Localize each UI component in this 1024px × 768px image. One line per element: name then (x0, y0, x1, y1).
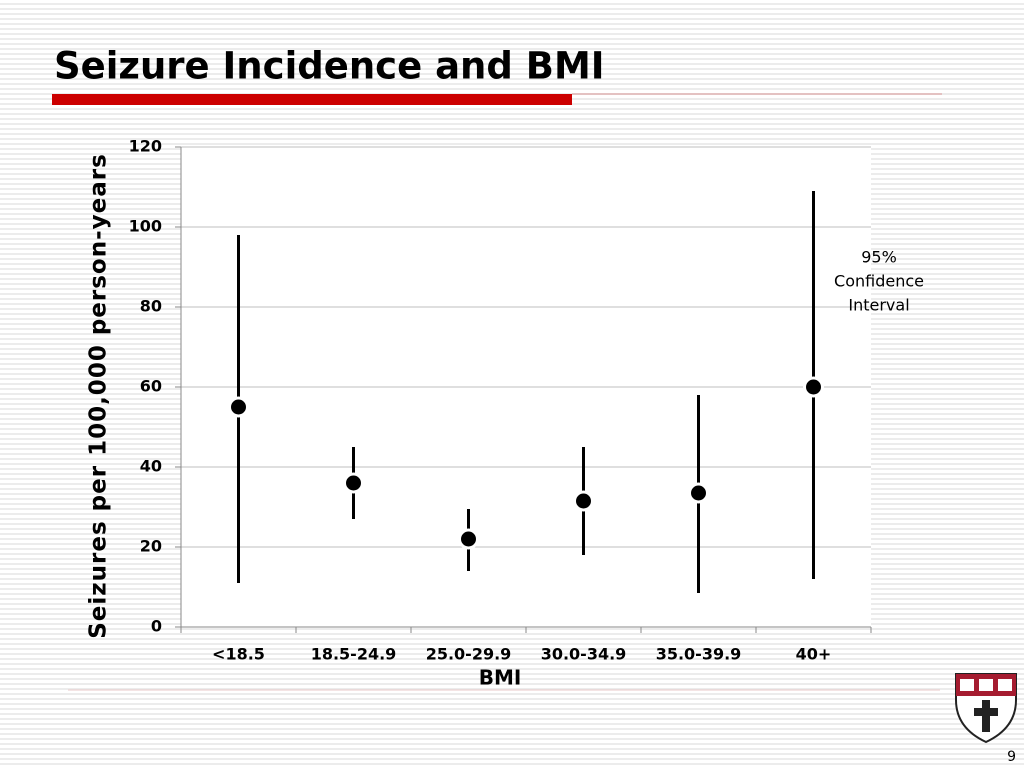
point (228, 396, 249, 418)
x-axis-label: BMI (479, 666, 522, 690)
y-tick-label: 0 (151, 617, 162, 636)
chart-title: Seizure Incidence and BMI (54, 45, 605, 88)
x-tick-label: 35.0-39.9 (656, 645, 742, 664)
y-tick-label: 120 (129, 137, 162, 156)
annotation: Confidence (834, 272, 924, 291)
y-tick-label: 40 (140, 457, 162, 476)
page-number: 9 (1007, 749, 1016, 765)
annotation: 95% (861, 248, 897, 267)
y-tick-label: 60 (140, 377, 162, 396)
x-tick-label: <18.5 (212, 645, 265, 664)
point (688, 482, 709, 504)
point (343, 472, 364, 494)
x-tick-label: 40+ (796, 645, 832, 664)
x-tick-label: 18.5-24.9 (311, 645, 397, 664)
y-tick-label: 20 (140, 537, 162, 556)
y-tick-label: 100 (129, 217, 162, 236)
point (573, 490, 594, 512)
title-underline (52, 94, 572, 105)
annotation: Interval (848, 296, 909, 315)
logo (955, 673, 1017, 744)
x-tick-label: 25.0-29.9 (426, 645, 512, 664)
x-tick-label: 30.0-34.9 (541, 645, 627, 664)
point (803, 376, 824, 398)
point (458, 528, 479, 550)
y-tick-label: 80 (140, 297, 162, 316)
y-axis-label: Seizures per 100,000 person-years (86, 153, 112, 639)
